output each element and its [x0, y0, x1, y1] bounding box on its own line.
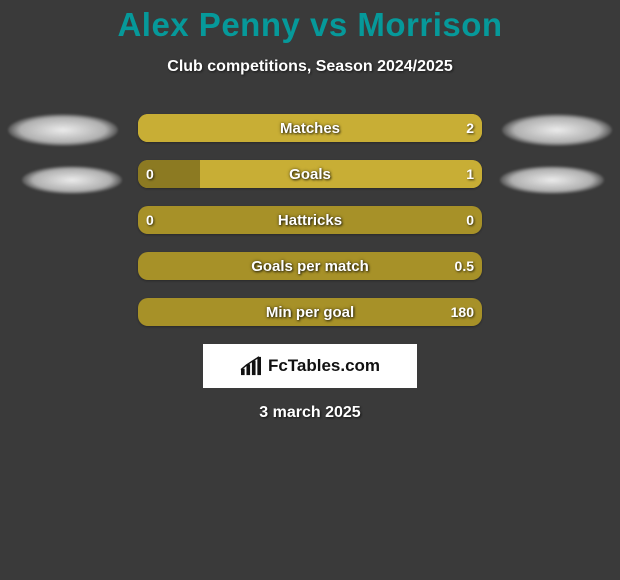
glow-halo: [500, 166, 604, 194]
stat-row-right-value: 0: [466, 206, 474, 234]
stat-row: Hattricks0 0: [138, 206, 482, 234]
stat-row-right-value: 180: [451, 298, 474, 326]
stat-row-label: Hattricks: [138, 206, 482, 234]
stat-row-label: Matches: [138, 114, 482, 142]
stats-card: Alex Penny vs Morrison Club competitions…: [0, 0, 620, 580]
bar-chart-icon: [240, 356, 262, 376]
stat-row-right-value: 1: [466, 160, 474, 188]
stat-row: Goals0 1: [138, 160, 482, 188]
stat-row-left-value: 0: [146, 206, 154, 234]
source-logo: FcTables.com: [203, 344, 417, 388]
comparison-chart: Matches2Goals01Hattricks00Goals per matc…: [0, 114, 620, 326]
glow-halo: [22, 166, 122, 194]
glow-halo: [502, 114, 612, 146]
stat-row-label: Min per goal: [138, 298, 482, 326]
stat-row: Goals per match0.5: [138, 252, 482, 280]
logo-text: FcTables.com: [268, 356, 380, 376]
glow-halo: [8, 114, 118, 146]
stat-row-right-value: 0.5: [455, 252, 474, 280]
date-label: 3 march 2025: [259, 404, 360, 422]
stat-row-right-value: 2: [466, 114, 474, 142]
subtitle: Club competitions, Season 2024/2025: [167, 58, 452, 76]
page-title: Alex Penny vs Morrison: [117, 6, 502, 44]
stat-row-left-value: 0: [146, 160, 154, 188]
stat-row-label: Goals: [138, 160, 482, 188]
stat-row: Min per goal180: [138, 298, 482, 326]
stat-row-label: Goals per match: [138, 252, 482, 280]
stat-row: Matches2: [138, 114, 482, 142]
